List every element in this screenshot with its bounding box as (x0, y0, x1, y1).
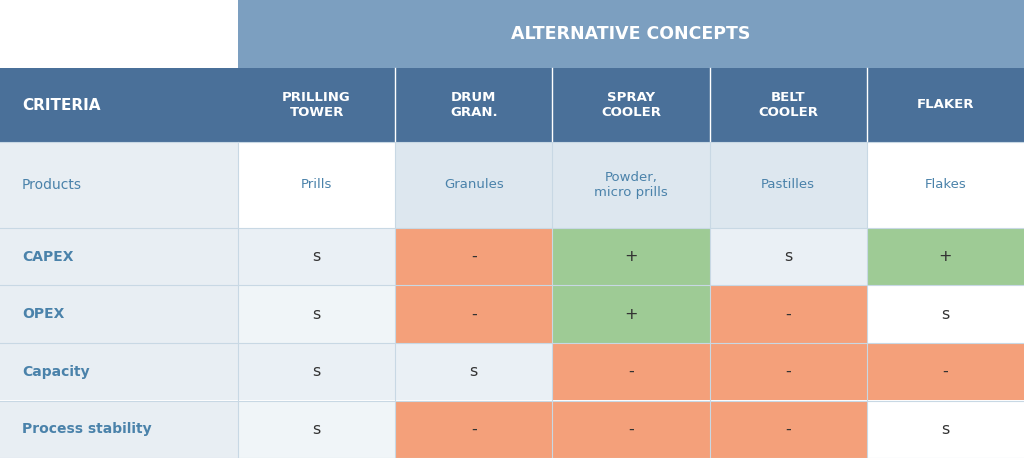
Bar (238, 142, 395, 228)
Text: s: s (312, 364, 321, 379)
Bar (238, 343, 395, 400)
Bar (552, 142, 710, 228)
Bar (710, 400, 866, 458)
Bar (238, 400, 395, 458)
Bar (395, 285, 552, 343)
Bar (0, 400, 238, 458)
Bar (866, 400, 1024, 458)
Bar (395, 142, 552, 228)
Text: -: - (628, 364, 634, 379)
Text: FLAKER: FLAKER (916, 98, 974, 111)
Text: +: + (939, 249, 952, 264)
Bar (238, 68, 395, 142)
Bar (710, 68, 866, 142)
Text: Process stability: Process stability (22, 422, 152, 436)
Bar (238, 228, 395, 285)
Bar (395, 228, 552, 285)
Text: Pastilles: Pastilles (761, 179, 815, 191)
Text: Capacity: Capacity (22, 365, 90, 379)
Text: s: s (312, 249, 321, 264)
Bar (866, 142, 1024, 228)
Text: DRUM
GRAN.: DRUM GRAN. (450, 91, 498, 119)
Text: BELT
COOLER: BELT COOLER (758, 91, 818, 119)
Text: +: + (625, 307, 638, 322)
Text: -: - (471, 249, 477, 264)
Text: -: - (785, 364, 792, 379)
Bar (552, 285, 710, 343)
Text: PRILLING
TOWER: PRILLING TOWER (283, 91, 351, 119)
Text: Powder,
micro prills: Powder, micro prills (594, 171, 668, 199)
Bar (0, 68, 238, 142)
Text: -: - (471, 422, 477, 437)
Text: s: s (470, 364, 478, 379)
Text: Flakes: Flakes (925, 179, 967, 191)
Text: +: + (625, 249, 638, 264)
Text: ALTERNATIVE CONCEPTS: ALTERNATIVE CONCEPTS (511, 25, 751, 43)
Text: SPRAY
COOLER: SPRAY COOLER (601, 91, 662, 119)
Text: CRITERIA: CRITERIA (22, 98, 100, 113)
Bar (552, 228, 710, 285)
Text: -: - (628, 422, 634, 437)
Bar (0, 343, 238, 400)
Bar (710, 285, 866, 343)
Text: Prills: Prills (301, 179, 332, 191)
Text: -: - (942, 364, 948, 379)
Text: CAPEX: CAPEX (22, 250, 74, 264)
Bar (0, 142, 238, 228)
Bar (710, 228, 866, 285)
Text: Granules: Granules (444, 179, 504, 191)
Bar (395, 400, 552, 458)
Text: -: - (785, 422, 792, 437)
Bar (395, 68, 552, 142)
Bar (395, 343, 552, 400)
Text: -: - (785, 307, 792, 322)
Text: Products: Products (22, 178, 82, 192)
Text: OPEX: OPEX (22, 307, 65, 321)
Bar (238, 285, 395, 343)
Bar (866, 228, 1024, 285)
Text: s: s (312, 422, 321, 437)
Text: s: s (312, 307, 321, 322)
Bar (710, 343, 866, 400)
Bar (552, 400, 710, 458)
Bar (866, 285, 1024, 343)
Text: s: s (784, 249, 793, 264)
Bar (0, 228, 238, 285)
Text: -: - (471, 307, 477, 322)
Bar (710, 142, 866, 228)
Bar (238, 0, 1024, 68)
Bar (552, 343, 710, 400)
Bar (866, 343, 1024, 400)
Text: s: s (941, 422, 949, 437)
Bar (866, 68, 1024, 142)
Bar (0, 285, 238, 343)
Text: s: s (941, 307, 949, 322)
Bar (0, 0, 238, 68)
Bar (552, 68, 710, 142)
